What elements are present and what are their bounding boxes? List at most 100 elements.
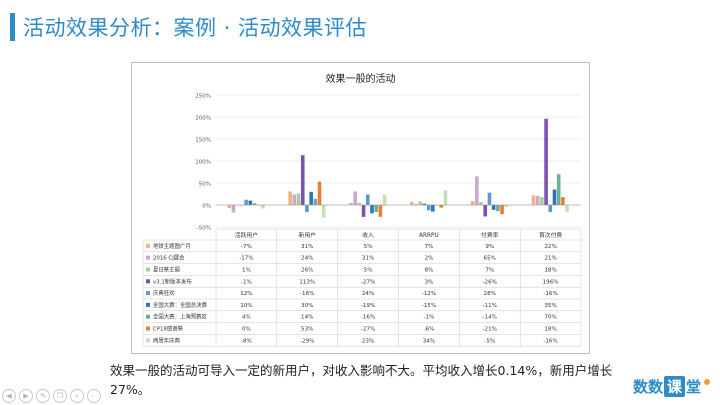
bar bbox=[317, 181, 322, 205]
data-label: 2% bbox=[424, 256, 433, 262]
bar bbox=[244, 199, 248, 205]
data-label: 5% bbox=[364, 244, 373, 250]
data-label: -16% bbox=[543, 291, 557, 297]
bar bbox=[496, 205, 500, 212]
legend-label: CP18感谢祭 bbox=[153, 325, 184, 333]
bar bbox=[288, 191, 292, 205]
data-label: -12% bbox=[422, 291, 436, 297]
legend-swatch bbox=[146, 291, 150, 296]
bar bbox=[443, 190, 448, 205]
brand-text-2: 课 bbox=[663, 376, 685, 397]
legend-label: 全国大赛：全国总决赛 bbox=[153, 301, 208, 309]
bar bbox=[300, 155, 305, 205]
data-label: 9% bbox=[485, 244, 494, 250]
data-label: -26% bbox=[483, 279, 497, 285]
y-tick-label: -50% bbox=[197, 226, 211, 232]
bar bbox=[531, 195, 536, 205]
data-label: -16% bbox=[543, 338, 557, 344]
legend-label: 夏日祭主题 bbox=[153, 266, 181, 274]
data-label: 30% bbox=[301, 303, 313, 309]
legend-swatch bbox=[146, 243, 150, 248]
x-category-label: 付费率 bbox=[481, 231, 499, 239]
legend-label: 2016 CJ展会 bbox=[153, 254, 185, 262]
bar bbox=[552, 189, 557, 205]
brand-logo: 数数 课 堂 bbox=[633, 376, 710, 397]
bar bbox=[479, 201, 483, 205]
data-label: 8% bbox=[424, 268, 433, 274]
y-tick-label: 50% bbox=[199, 182, 211, 188]
data-label: -6% bbox=[423, 327, 434, 333]
bar bbox=[422, 203, 427, 205]
bar bbox=[487, 192, 492, 205]
bar bbox=[504, 205, 509, 208]
bar bbox=[431, 205, 435, 212]
data-label: 65% bbox=[484, 256, 496, 262]
legend-swatch bbox=[146, 255, 150, 260]
x-category-label: 活跃用户 bbox=[235, 231, 258, 239]
legend-swatch bbox=[146, 267, 150, 272]
data-label: -16% bbox=[361, 315, 375, 321]
data-label: -27% bbox=[361, 279, 375, 285]
legend-swatch bbox=[146, 302, 150, 307]
bar bbox=[231, 205, 236, 213]
bar bbox=[227, 205, 232, 209]
bar bbox=[349, 202, 353, 205]
arrow-right-icon[interactable]: ▶ bbox=[19, 389, 33, 403]
copy-icon[interactable]: ❐ bbox=[53, 389, 67, 403]
chart-title: 效果一般的活动 bbox=[326, 72, 396, 85]
legend-label: 地铁主题图广月 bbox=[153, 242, 191, 250]
bar bbox=[418, 201, 423, 205]
bar bbox=[483, 205, 488, 217]
data-label: 24% bbox=[301, 256, 313, 262]
data-label: 7% bbox=[485, 268, 494, 274]
x-category-label: 首次付费 bbox=[539, 231, 562, 239]
bar bbox=[378, 205, 383, 217]
data-label: 3% bbox=[424, 279, 433, 285]
data-label: -16% bbox=[300, 291, 314, 297]
bar bbox=[361, 205, 366, 217]
slide-title: 活动效果分析：案例 · 活动效果评估 bbox=[23, 16, 368, 40]
data-label: -7% bbox=[241, 244, 252, 250]
bar bbox=[540, 197, 544, 205]
legend-label: 庆典狂欢 bbox=[153, 289, 175, 297]
more-icon[interactable]: ⋯ bbox=[87, 389, 101, 403]
brand-text-1: 数数 bbox=[632, 378, 663, 396]
y-tick-label: 250% bbox=[195, 94, 211, 100]
title-accent-bar bbox=[10, 13, 15, 41]
data-label: 4% bbox=[242, 315, 251, 321]
bar bbox=[353, 191, 357, 205]
data-label: -1% bbox=[241, 279, 252, 285]
bar bbox=[309, 191, 313, 205]
pen-icon[interactable]: ✎ bbox=[36, 389, 50, 403]
data-label: -27% bbox=[361, 327, 375, 333]
bar bbox=[544, 118, 548, 205]
x-category-label: 收入 bbox=[362, 231, 374, 239]
bar bbox=[475, 176, 479, 205]
bar bbox=[321, 205, 326, 218]
legend-swatch bbox=[146, 314, 150, 319]
search-icon[interactable]: ⌕ bbox=[70, 389, 84, 403]
bar bbox=[305, 205, 309, 213]
data-label: 12% bbox=[240, 291, 252, 297]
data-label: 26% bbox=[301, 268, 313, 274]
bar bbox=[470, 201, 475, 205]
data-label: -29% bbox=[300, 338, 314, 344]
bar bbox=[500, 205, 504, 215]
data-label: 34% bbox=[423, 338, 435, 344]
data-label: 5% bbox=[364, 268, 373, 274]
data-label: 35% bbox=[544, 303, 556, 309]
data-label: 1% bbox=[242, 268, 251, 274]
chart-svg: 效果一般的活动 -50% 0% 50% 100% 150% 200% 250% 活跃用户 新用户 收… bbox=[142, 72, 582, 347]
data-label: 0% bbox=[242, 327, 251, 333]
legend-label: v3.1新版本发布 bbox=[153, 277, 192, 285]
legend-swatch bbox=[146, 338, 150, 343]
data-label: -17% bbox=[239, 256, 253, 262]
bar bbox=[535, 195, 540, 205]
bar bbox=[296, 193, 301, 205]
data-label: 10% bbox=[240, 303, 252, 309]
arrow-left-icon[interactable]: ◀ bbox=[2, 389, 16, 403]
data-label: 196% bbox=[543, 279, 559, 285]
y-tick-label: 0% bbox=[202, 204, 211, 210]
data-label: -14% bbox=[483, 315, 497, 321]
slide-header: 活动效果分析：案例 · 活动效果评估 bbox=[10, 12, 367, 42]
